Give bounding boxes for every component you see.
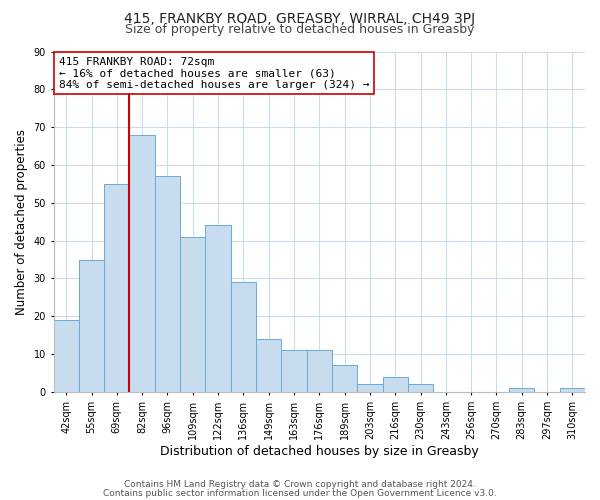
Bar	[383, 377, 408, 392]
Bar	[509, 388, 535, 392]
Text: 415, FRANKBY ROAD, GREASBY, WIRRAL, CH49 3PJ: 415, FRANKBY ROAD, GREASBY, WIRRAL, CH49…	[124, 12, 476, 26]
Bar	[155, 176, 180, 392]
Bar	[307, 350, 332, 392]
Text: 415 FRANKBY ROAD: 72sqm
← 16% of detached houses are smaller (63)
84% of semi-de: 415 FRANKBY ROAD: 72sqm ← 16% of detache…	[59, 56, 370, 90]
Bar	[256, 339, 281, 392]
Bar	[560, 388, 585, 392]
Y-axis label: Number of detached properties: Number of detached properties	[15, 128, 28, 314]
Bar	[130, 134, 155, 392]
Bar	[104, 184, 130, 392]
X-axis label: Distribution of detached houses by size in Greasby: Distribution of detached houses by size …	[160, 444, 479, 458]
Bar	[408, 384, 433, 392]
Bar	[53, 320, 79, 392]
Bar	[281, 350, 307, 392]
Bar	[180, 237, 205, 392]
Text: Size of property relative to detached houses in Greasby: Size of property relative to detached ho…	[125, 22, 475, 36]
Bar	[357, 384, 383, 392]
Bar	[332, 366, 357, 392]
Text: Contains HM Land Registry data © Crown copyright and database right 2024.: Contains HM Land Registry data © Crown c…	[124, 480, 476, 489]
Bar	[205, 226, 231, 392]
Bar	[231, 282, 256, 392]
Bar	[79, 260, 104, 392]
Text: Contains public sector information licensed under the Open Government Licence v3: Contains public sector information licen…	[103, 488, 497, 498]
